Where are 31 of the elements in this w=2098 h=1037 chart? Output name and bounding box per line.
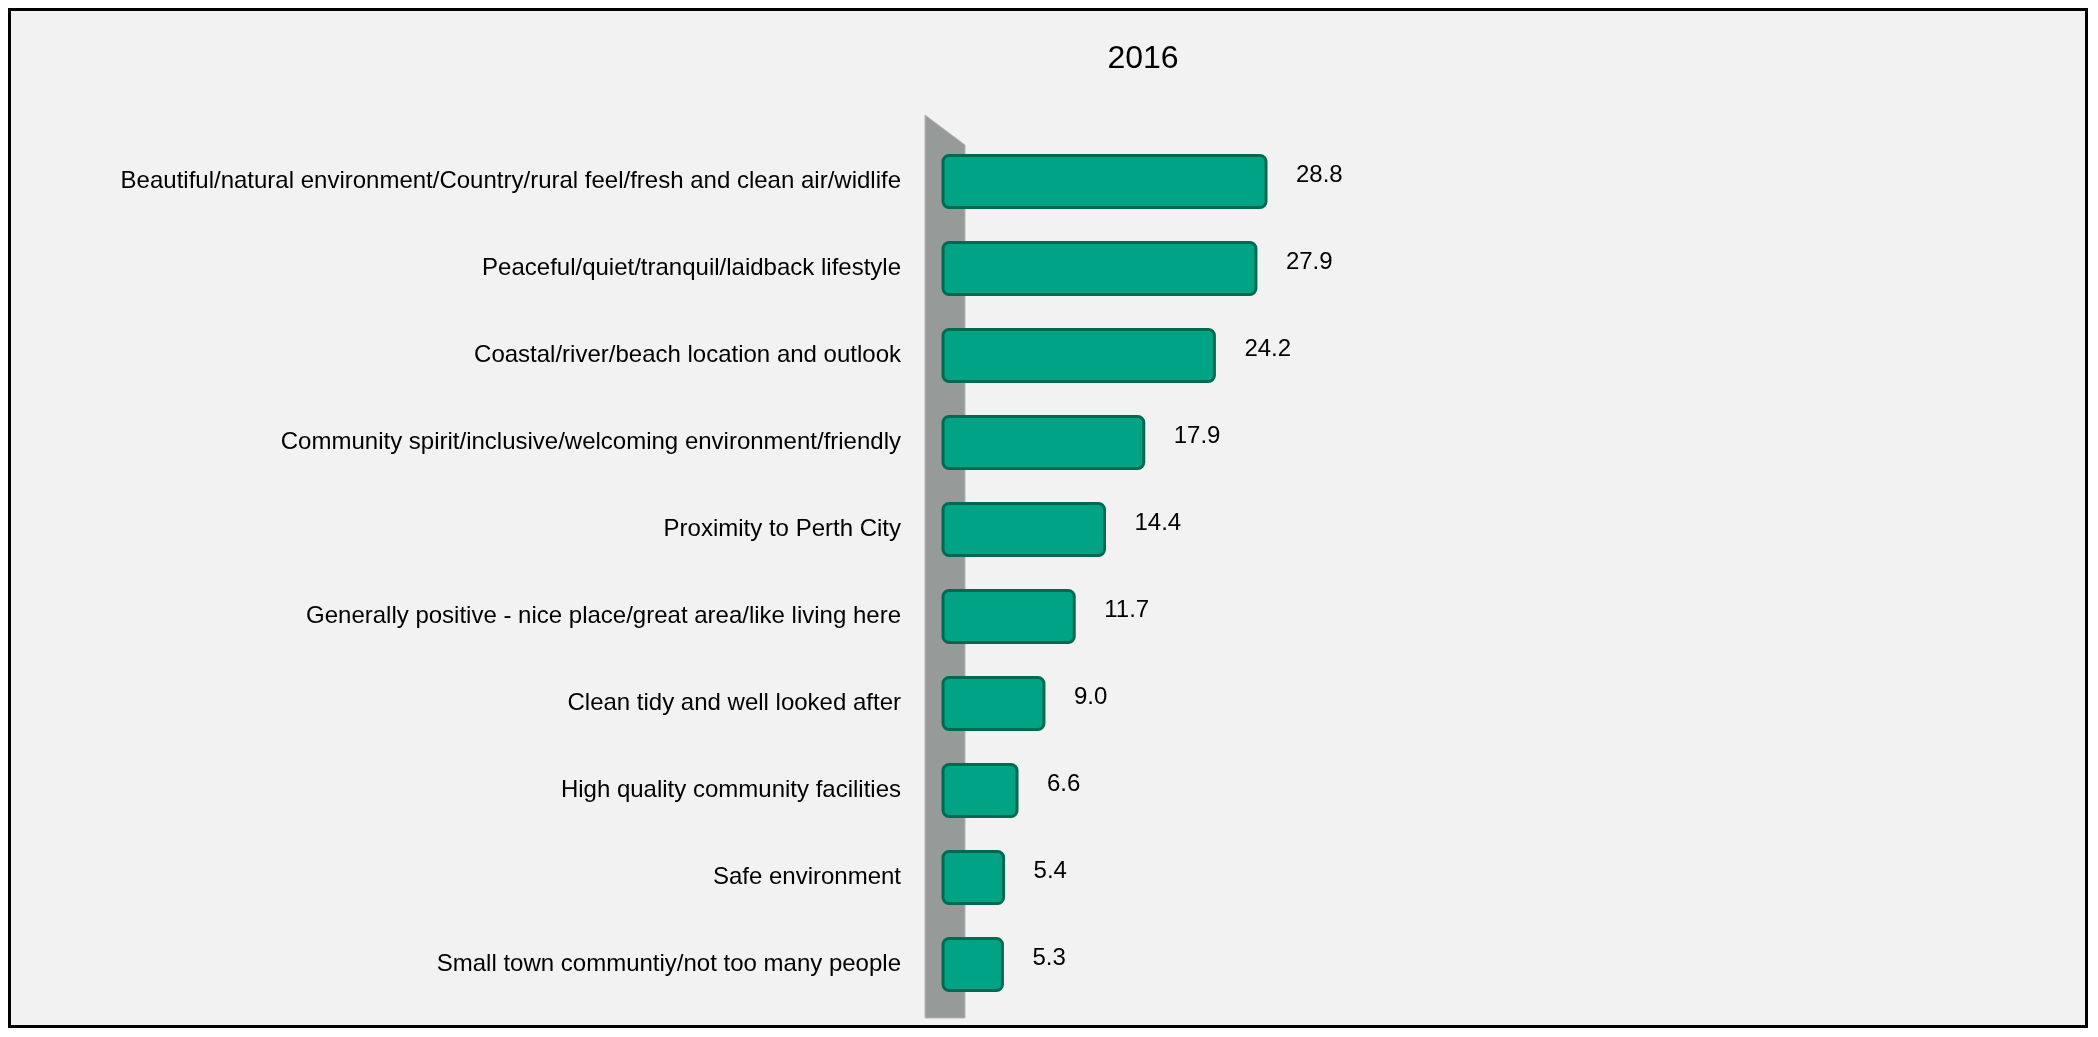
data-label: 24.2 [1244,333,1292,361]
bar [941,676,1046,731]
data-label: 28.8 [1296,159,1343,187]
bar [941,328,1216,383]
chart-title: 2016 [1107,39,1179,76]
bar [941,154,1268,209]
bar [941,937,1004,992]
y-tick-label: Community spirit/inclusive/welcoming environment/friendly [280,426,901,454]
data-label: 27.9 [1285,246,1333,274]
y-tick-label: Proximity to Perth City [663,513,901,541]
bar [941,502,1106,557]
data-label: 6.6 [1047,768,1081,796]
bar [941,850,1006,905]
data-label: 17.9 [1173,420,1221,448]
y-tick-label: Safe environment [712,861,902,889]
bar [941,589,1076,644]
y-tick-label: High quality community facilities [560,774,901,802]
data-label: 11.7 [1104,594,1150,622]
y-tick-label: Coastal/river/beach location and outlook [474,339,902,367]
y-tick-label: Clean tidy and well looked after [567,687,901,715]
y-tick-label: Generally positive - nice place/great area/like living here [306,600,901,628]
data-label: 5.3 [1032,942,1066,970]
bar [941,241,1258,296]
y-tick-label: Small town communtiy/not too many people [436,948,901,976]
bar [941,763,1019,818]
bar [941,415,1146,470]
y-tick-label: Beautiful/natural environment/Country/rural feel/fresh and clean air/widlife [120,165,901,193]
y-tick-label: Peaceful/quiet/tranquil/laidback lifestyle [482,252,901,280]
data-label: 5.4 [1033,855,1067,883]
data-label: 9.0 [1073,681,1108,709]
data-label: 14.4 [1134,507,1182,535]
